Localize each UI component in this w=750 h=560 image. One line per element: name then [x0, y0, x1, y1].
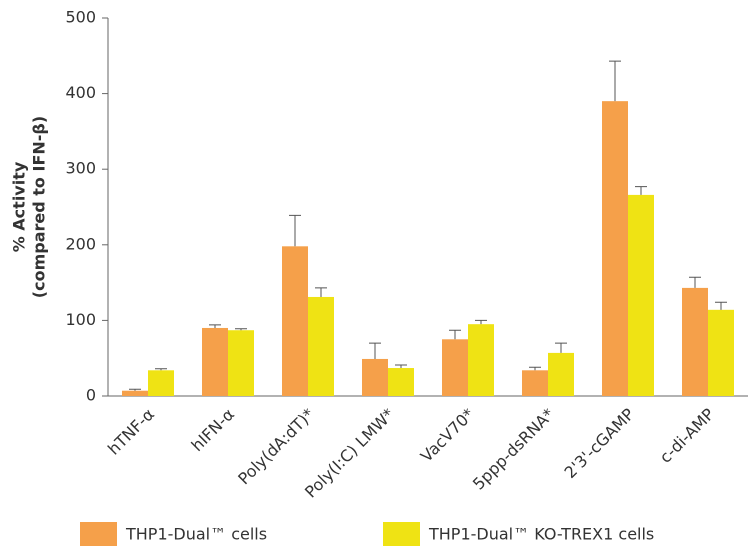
- bar: [362, 358, 388, 396]
- bar: [228, 330, 254, 396]
- error-bar: [529, 366, 541, 371]
- bar: [548, 352, 574, 396]
- x-tick-label: hIFN-α: [188, 405, 238, 455]
- x-tick-label: hTNF-α: [104, 405, 158, 459]
- bar: [442, 339, 468, 396]
- error-bar: [289, 214, 301, 247]
- bar: [682, 287, 708, 396]
- bar: [628, 194, 654, 396]
- bar: [602, 101, 628, 396]
- y-axis-label: (compared to IFN-β): [30, 116, 49, 298]
- x-tick-label: c-di-AMP: [656, 404, 718, 466]
- y-tick-label: 300: [65, 159, 96, 178]
- error-bar: [449, 329, 461, 340]
- error-bar: [715, 301, 727, 310]
- error-bar: [209, 324, 221, 328]
- error-bar: [395, 364, 407, 369]
- x-tick-label: 5ppp-dsRNA*: [469, 405, 558, 494]
- bar: [468, 324, 494, 396]
- bar: [148, 370, 174, 396]
- x-tick-label: 2'3'-cGAMP: [561, 404, 639, 482]
- legend-label: THP1-Dual™ KO-TREX1 cells: [428, 525, 654, 544]
- error-bar: [315, 287, 327, 297]
- bar: [202, 327, 228, 396]
- bar: [522, 370, 548, 396]
- bar: [708, 309, 734, 396]
- error-bar: [689, 276, 701, 288]
- error-bar: [609, 60, 621, 102]
- y-tick-label: 200: [65, 234, 96, 253]
- x-tick-label: Poly(dA:dT)*: [234, 405, 318, 489]
- y-axis-label: % Activity: [10, 161, 29, 252]
- error-bar: [155, 368, 167, 371]
- error-bar: [235, 328, 247, 331]
- y-tick-label: 400: [65, 83, 96, 102]
- error-bar: [129, 388, 141, 391]
- legend-label: THP1-Dual™ cells: [125, 525, 267, 544]
- error-bar: [369, 342, 381, 359]
- x-tick-label: VacV70*: [417, 405, 478, 466]
- bar: [282, 246, 308, 396]
- error-bar: [635, 186, 647, 195]
- legend-swatch: [80, 522, 117, 546]
- error-bar: [555, 342, 567, 353]
- y-tick-label: 100: [65, 310, 96, 329]
- y-tick-label: 0: [86, 386, 96, 405]
- bar: [308, 296, 334, 396]
- y-tick-label: 500: [65, 8, 96, 27]
- bar: [122, 390, 148, 396]
- bar: [388, 368, 414, 396]
- error-bar: [475, 319, 487, 325]
- legend-swatch: [383, 522, 420, 546]
